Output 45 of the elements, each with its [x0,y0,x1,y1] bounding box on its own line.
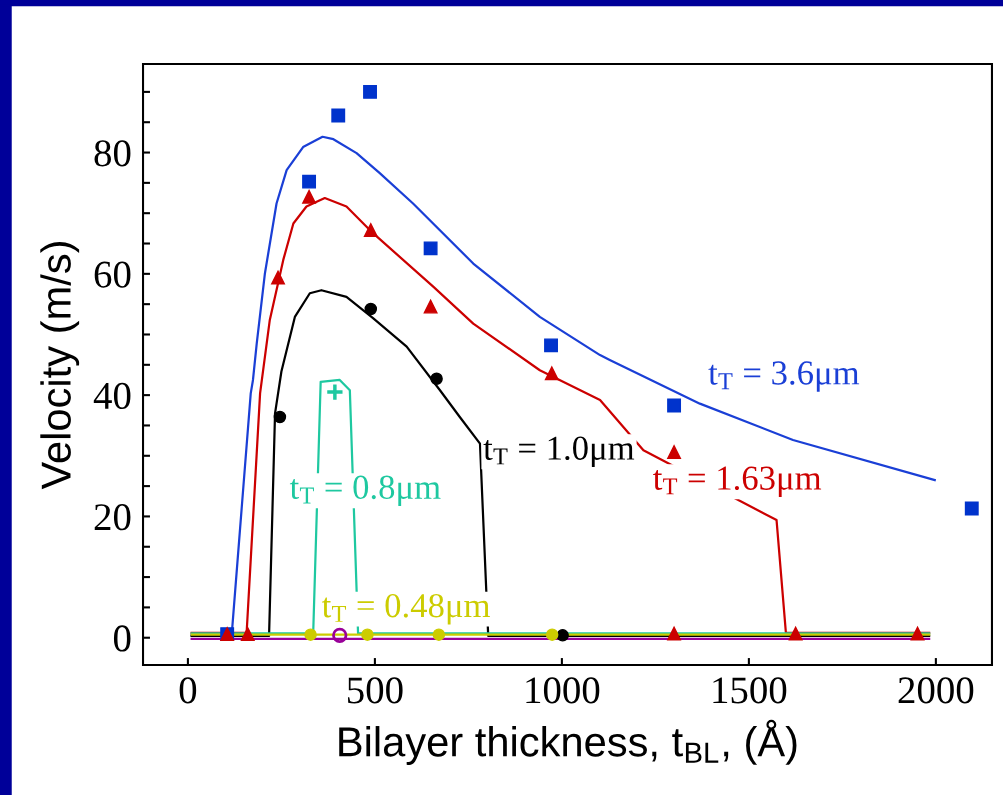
point [667,626,682,641]
annotation: t$_{T}$ = 1.63μm [653,466,822,497]
annotation: t$_{T}$ = 3.6μm [708,361,860,392]
y-tick-label: 60 [94,261,131,288]
point [304,628,317,641]
annotation: t$_{T}$ = 1.0μm [483,436,635,468]
point [667,398,682,413]
point [332,627,348,643]
point [667,445,682,460]
point [556,629,569,642]
y-tick-label: 40 [93,382,131,410]
point [788,626,803,641]
point [331,108,346,123]
point [544,338,558,353]
point [302,189,317,204]
point [364,302,378,316]
point [544,366,559,381]
x-axis-title: Bilayer thickness, t$_{BL}$, (Å) [339,719,797,765]
point [363,223,378,238]
point [363,84,377,99]
point [361,628,374,641]
point [545,628,559,641]
line-series [190,289,931,638]
x-tick-label: 1000 [526,677,600,704]
point [271,270,285,285]
point [302,174,317,189]
annotation: t$_{T}$ = 0.8μm [289,475,441,507]
point [325,382,345,402]
x-tick-label: 2000 [898,677,974,704]
point [423,241,438,256]
x-tick-label: 0 [179,677,197,704]
annotation: t$_{T}$ = 0.48μm [321,593,491,625]
y-tick-label: 20 [94,504,131,531]
point [964,501,979,516]
y-tick-label: 0 [113,625,131,652]
point [423,299,438,314]
y-tick-label: 80 [94,140,131,167]
point [240,627,255,642]
point [273,410,287,424]
x-tick-label: 1500 [713,677,787,704]
y-axis-title: Velocity (m/s) [40,242,80,490]
point [910,626,925,641]
point [430,372,443,386]
point [432,628,446,641]
x-tick-label: 500 [347,677,403,704]
